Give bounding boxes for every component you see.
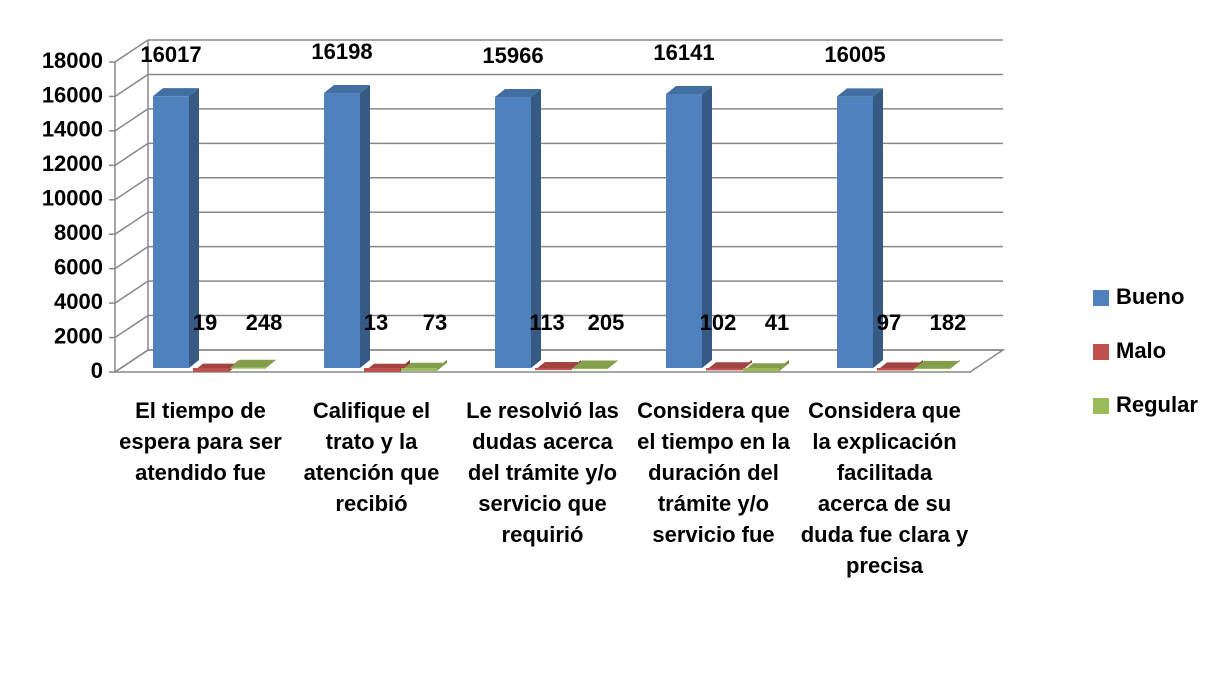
x-tick-label: Considera que el tiempo en la duración d… xyxy=(637,398,790,547)
value-label: 102 xyxy=(700,310,737,335)
grid-line xyxy=(114,73,1003,98)
grid-line xyxy=(114,177,1003,201)
y-tick-label: 4000 xyxy=(54,289,103,314)
grid-line xyxy=(114,39,1003,63)
bar xyxy=(837,96,873,368)
value-label: 19 xyxy=(193,310,217,335)
bar-top xyxy=(230,359,276,368)
legend-swatch xyxy=(1093,290,1109,306)
bar xyxy=(401,368,437,371)
legend-label: Bueno xyxy=(1116,284,1184,309)
x-tick-label: Le resolvió las dudas acerca del trámite… xyxy=(466,398,619,547)
bar xyxy=(666,94,702,368)
value-label: 16017 xyxy=(140,42,201,67)
y-tick-label: 16000 xyxy=(42,82,103,107)
bar xyxy=(364,368,400,372)
legend-swatch xyxy=(1093,344,1109,360)
y-tick-label: 10000 xyxy=(42,186,103,211)
bar-top xyxy=(495,89,541,98)
value-label: 13 xyxy=(364,310,388,335)
y-tick-label: 0 xyxy=(91,358,103,383)
value-label: 16198 xyxy=(311,39,372,64)
bar-top xyxy=(837,88,883,97)
grid-line xyxy=(114,280,1003,304)
bar-top xyxy=(324,85,370,94)
bar-top xyxy=(914,360,960,369)
bar-side xyxy=(189,88,199,368)
bar xyxy=(706,368,742,371)
bar-side xyxy=(873,88,883,368)
value-label: 41 xyxy=(765,310,789,335)
value-label: 16005 xyxy=(824,42,885,67)
y-tick-label: 8000 xyxy=(54,220,103,245)
grid-line xyxy=(114,245,1003,270)
value-label: 182 xyxy=(930,310,967,335)
legend-label: Regular xyxy=(1116,392,1198,417)
bar xyxy=(495,97,531,368)
legend-swatch xyxy=(1093,398,1109,414)
y-tick-label: 12000 xyxy=(42,151,103,176)
bar xyxy=(193,368,229,372)
y-tick-label: 6000 xyxy=(54,254,103,279)
x-tick-label: Considera que la explicación facilitada … xyxy=(800,398,969,578)
bar-side xyxy=(702,86,712,368)
bar xyxy=(572,368,608,369)
y-tick-label: 18000 xyxy=(42,48,103,73)
bar-side xyxy=(360,85,370,368)
value-label: 97 xyxy=(877,310,901,335)
grid-line xyxy=(114,108,1003,132)
grid-line xyxy=(114,142,1003,166)
value-label: 16141 xyxy=(653,40,714,65)
bar-top xyxy=(666,86,712,95)
value-label: 15966 xyxy=(482,43,543,68)
bar xyxy=(914,368,950,369)
value-label: 113 xyxy=(529,310,565,335)
bar xyxy=(877,368,913,371)
bar xyxy=(743,368,779,372)
bar-top xyxy=(572,360,618,369)
bar xyxy=(535,368,571,371)
x-tick-label: Califique el trato y la atención que rec… xyxy=(303,398,440,516)
bar-side xyxy=(266,359,276,368)
legend-label: Malo xyxy=(1116,338,1166,363)
bar-side xyxy=(531,89,541,368)
grid-line xyxy=(114,314,1003,339)
bar xyxy=(324,93,360,368)
value-label: 248 xyxy=(246,310,283,335)
bar xyxy=(230,367,266,369)
value-label: 73 xyxy=(423,310,447,335)
y-tick-label: 14000 xyxy=(42,117,103,142)
bar-top xyxy=(153,88,199,97)
bar xyxy=(153,96,189,368)
grid-line xyxy=(114,211,1003,235)
grid-line xyxy=(114,349,1003,373)
y-tick-label: 2000 xyxy=(54,323,103,348)
value-label: 205 xyxy=(588,310,625,335)
x-tick-label: El tiempo de espera para ser atendido fu… xyxy=(119,398,282,485)
